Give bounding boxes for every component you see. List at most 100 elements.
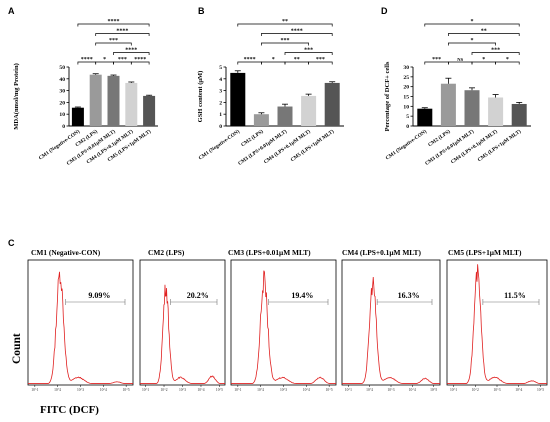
flow-panel-title: CM2 (LPS) xyxy=(148,248,185,257)
flow-panel-5: CM5 (LPS+1μM MLT) 10^1 10^2 10^3 10^4 10^5 11.… xyxy=(446,248,548,392)
x-tick-label: 10^4 xyxy=(197,388,204,392)
bar-5 xyxy=(143,95,156,126)
significance-label: * xyxy=(272,57,275,63)
panel-letter: D xyxy=(381,6,388,16)
significance-bracket xyxy=(261,33,333,36)
significance-label: ** xyxy=(481,28,487,34)
significance-bracket xyxy=(113,52,150,55)
y-tick-label: 0 xyxy=(62,124,65,130)
x-tick-label: 10^1 xyxy=(450,388,457,392)
flow-panel-title: CM4 (LPS+0.1μM MLT) xyxy=(342,248,421,257)
significance-bracket xyxy=(448,42,496,46)
panel-letter: B xyxy=(198,6,205,16)
x-tick-label: 10^4 xyxy=(100,388,107,392)
bar-2 xyxy=(440,83,456,126)
y-tick-label: 1 xyxy=(219,112,222,118)
x-tick-label: 10^2 xyxy=(257,388,264,392)
flow-histograms: C Count FITC (DCF) CM1 (Negative-CON) 10^1 10… xyxy=(8,238,548,416)
x-tick-label: 10^3 xyxy=(280,388,287,392)
significance-bracket xyxy=(424,23,520,27)
gate-percent-label: 11.5% xyxy=(504,291,526,300)
significance-label: *** xyxy=(304,47,313,53)
y-tick-label: 5 xyxy=(219,65,222,71)
y-tick-label: 30 xyxy=(59,89,65,95)
category-label: CM5 (LPS+1μM MLT) xyxy=(476,128,522,163)
x-tick-label: 10^2 xyxy=(160,388,167,392)
histogram-curve xyxy=(231,270,336,384)
flow-panel-title: CM1 (Negative-CON) xyxy=(31,248,101,257)
significance-label: **** xyxy=(108,19,120,25)
y-tick-label: 4 xyxy=(219,77,222,83)
bar-5 xyxy=(324,82,340,126)
x-tick-label: 10^5 xyxy=(537,388,544,392)
significance-bracket xyxy=(308,61,333,65)
y-tick-label: 0 xyxy=(219,124,222,130)
significance-label: **** xyxy=(291,28,303,34)
significance-label: NS xyxy=(457,57,463,62)
significance-bracket xyxy=(237,23,333,27)
significance-label: **** xyxy=(81,57,93,63)
x-tick-label: 10^1 xyxy=(234,388,241,392)
y-axis-label: GSH content (μM) xyxy=(197,71,204,123)
bar-4 xyxy=(125,82,138,126)
significance-bracket xyxy=(495,61,520,65)
gate-percent-label: 9.09% xyxy=(88,291,110,300)
flow-panel-frame xyxy=(230,259,337,386)
significance-label: * xyxy=(103,57,106,63)
bar-1 xyxy=(230,72,246,126)
significance-label: *** xyxy=(109,38,118,44)
x-tick-label: 10^5 xyxy=(430,388,437,392)
x-axis-label: FITC (DCF) xyxy=(40,404,99,416)
y-tick-label: 30 xyxy=(403,65,409,71)
y-axis-label: Percentage of DCF+ cells xyxy=(384,61,391,131)
significance-bracket xyxy=(284,52,333,55)
y-tick-label: 2 xyxy=(219,100,222,106)
bar-2 xyxy=(253,114,269,126)
y-tick-label: 10 xyxy=(59,112,65,118)
bar-chart-b: B 0 1 2 3 4 5 GSH content (μM) CM1 (Negative-CON… xyxy=(197,6,344,167)
gate-percent-label: 16.3% xyxy=(398,291,420,300)
category-label: CM5 (LPS+1μM MLT) xyxy=(289,128,335,163)
bar-3 xyxy=(464,90,480,126)
significance-label: *** xyxy=(316,57,325,63)
histogram-curve xyxy=(28,271,133,384)
y-tick-label: 3 xyxy=(219,89,222,95)
histogram-curve xyxy=(342,276,440,384)
y-tick-label: 20 xyxy=(403,85,409,91)
significance-label: * xyxy=(471,19,474,25)
significance-label: *** xyxy=(281,38,290,44)
x-tick-label: 10^4 xyxy=(303,388,310,392)
significance-bracket xyxy=(95,42,132,46)
flow-panel-4: CM4 (LPS+0.1μM MLT) 10^1 10^2 10^3 10^4 10^5 1… xyxy=(341,248,441,392)
significance-label: *** xyxy=(118,57,127,63)
x-tick-label: 10^2 xyxy=(472,388,479,392)
significance-label: **** xyxy=(125,47,137,53)
bar-4 xyxy=(301,95,317,126)
flow-panel-frame xyxy=(27,259,134,386)
significance-bracket xyxy=(448,61,473,65)
flow-panel-frame xyxy=(341,259,441,386)
x-tick-label: 10^3 xyxy=(77,388,84,392)
y-tick-label: 15 xyxy=(403,95,409,101)
flow-panel-1: CM1 (Negative-CON) 10^1 10^2 10^3 10^4 10^5 9.… xyxy=(27,248,134,392)
significance-label: * xyxy=(506,57,509,63)
x-tick-label: 10^3 xyxy=(179,388,186,392)
x-tick-label: 10^5 xyxy=(216,388,223,392)
significance-label: **** xyxy=(244,57,256,63)
significance-label: *** xyxy=(491,47,500,53)
significance-bracket xyxy=(95,33,150,36)
significance-bracket xyxy=(130,61,150,65)
x-tick-label: 10^3 xyxy=(387,388,394,392)
y-axis-label: MDA(nmol/mg Protein) xyxy=(13,63,20,130)
flow-panel-frame xyxy=(446,259,548,386)
flow-panel-frame xyxy=(139,259,226,386)
bar-3 xyxy=(277,106,293,126)
y-tick-label: 5 xyxy=(406,114,409,120)
y-tick-label: 40 xyxy=(59,77,65,83)
significance-bracket xyxy=(77,23,150,27)
x-tick-label: 10^5 xyxy=(326,388,333,392)
bar-chart-d: D 0 5 10 15 20 25 30 Percentage of DCF+ cellsCM1… xyxy=(381,6,531,167)
significance-bracket xyxy=(471,52,520,55)
